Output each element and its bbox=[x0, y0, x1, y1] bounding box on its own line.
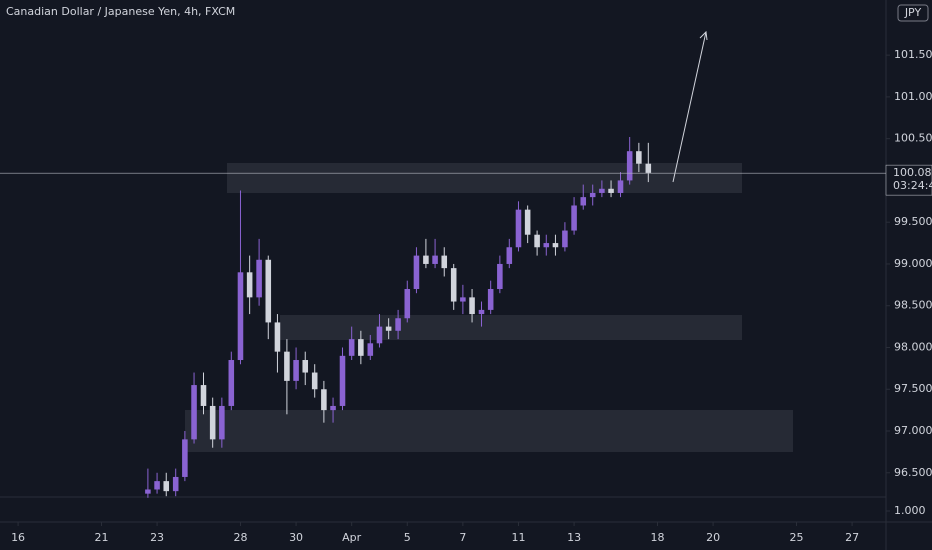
y-tick-label: 97.500 bbox=[894, 382, 932, 395]
candle-body bbox=[385, 326, 392, 331]
candle-body bbox=[599, 188, 605, 193]
zone bbox=[185, 410, 793, 452]
y-tick-label: 100.500 bbox=[894, 132, 932, 145]
y-tick-label: 101.500 bbox=[894, 48, 932, 61]
arrow-head bbox=[699, 30, 708, 41]
candle-body bbox=[182, 439, 188, 477]
x-tick-label: 27 bbox=[845, 531, 859, 544]
x-tick-label: 16 bbox=[11, 531, 25, 544]
candle-body bbox=[589, 192, 596, 198]
currency-badge bbox=[897, 4, 929, 22]
candle-body bbox=[562, 230, 568, 248]
candle-body bbox=[487, 289, 494, 310]
candle-body bbox=[228, 360, 235, 406]
candle-body bbox=[460, 297, 466, 302]
candle-body bbox=[321, 389, 327, 411]
candle-body bbox=[154, 481, 160, 490]
y-tick-label: 98.000 bbox=[894, 340, 932, 353]
candle-body bbox=[552, 243, 559, 248]
candle-body bbox=[497, 263, 503, 290]
x-tick-label: 20 bbox=[706, 531, 720, 544]
candle-body bbox=[450, 268, 457, 302]
candle-body bbox=[626, 151, 633, 181]
currency: JPY bbox=[904, 6, 922, 19]
candle-body bbox=[515, 209, 522, 248]
candle-body bbox=[571, 205, 577, 231]
candle-body bbox=[191, 385, 197, 440]
y-tick-label: 97.000 bbox=[894, 424, 932, 437]
x-tick-label: 28 bbox=[233, 531, 247, 544]
candle-body bbox=[172, 476, 179, 492]
candle-body bbox=[432, 255, 438, 264]
candle-body bbox=[413, 255, 420, 290]
candle-body bbox=[200, 385, 207, 406]
countdown: 03:24:49 bbox=[893, 179, 932, 192]
candle-body bbox=[219, 405, 225, 440]
candle-body bbox=[293, 360, 299, 381]
y-tick-label: 101.000 bbox=[894, 90, 932, 103]
x-tick-label: 18 bbox=[650, 531, 664, 544]
x-tick-label: 5 bbox=[404, 531, 411, 544]
lower-pane-tick-label: 1.000 bbox=[894, 504, 926, 517]
candle-body bbox=[145, 489, 151, 494]
candle-body bbox=[469, 297, 475, 315]
candle-body bbox=[580, 197, 587, 206]
x-tick-label: 23 bbox=[150, 531, 164, 544]
candle-body bbox=[534, 234, 540, 248]
candle-body bbox=[543, 243, 550, 248]
candle-body bbox=[358, 339, 364, 356]
y-tick-label: 98.500 bbox=[894, 299, 932, 312]
candle-body bbox=[237, 272, 244, 361]
candle-body bbox=[330, 405, 336, 411]
chart-title: Canadian Dollar / Japanese Yen, 4h, FXCM bbox=[6, 5, 235, 18]
y-tick-label: 99.500 bbox=[894, 215, 932, 228]
candle-body bbox=[376, 326, 383, 344]
candle-body bbox=[423, 255, 429, 264]
candle-body bbox=[274, 322, 281, 352]
candle-body bbox=[608, 188, 614, 193]
x-tick-label: 7 bbox=[459, 531, 466, 544]
candle-body bbox=[404, 289, 411, 319]
zone bbox=[227, 163, 742, 193]
x-tick-label: 13 bbox=[567, 531, 581, 544]
candle-body bbox=[636, 151, 642, 164]
x-tick-label: 30 bbox=[289, 531, 303, 544]
x-tick-label: 21 bbox=[94, 531, 108, 544]
candle-body bbox=[348, 339, 355, 356]
candle-body bbox=[311, 372, 318, 390]
candle-body bbox=[265, 259, 272, 323]
x-tick-label: 11 bbox=[511, 531, 525, 544]
candle-body bbox=[209, 405, 216, 440]
candle-body bbox=[302, 360, 309, 373]
candle-body bbox=[524, 209, 531, 235]
candle-body bbox=[246, 272, 253, 298]
candle-body bbox=[284, 351, 290, 381]
arrow bbox=[672, 31, 707, 183]
candle-body bbox=[506, 247, 513, 264]
candle-body bbox=[478, 309, 485, 315]
candle-body bbox=[617, 180, 624, 193]
candle-body bbox=[441, 255, 448, 269]
x-tick-label: 25 bbox=[789, 531, 803, 544]
candle-body bbox=[339, 355, 346, 406]
candle-body bbox=[256, 259, 262, 298]
candle-body bbox=[163, 481, 170, 492]
candle-body bbox=[367, 343, 374, 356]
candle-body bbox=[395, 318, 401, 331]
x-tick-label: Apr bbox=[342, 531, 362, 544]
candle-body bbox=[645, 163, 652, 173]
zone bbox=[280, 315, 742, 340]
y-tick-label: 96.500 bbox=[894, 466, 932, 479]
last-price-label: 100.087 bbox=[893, 166, 932, 179]
y-tick-label: 99.000 bbox=[894, 257, 932, 270]
last-price-badge bbox=[885, 164, 932, 196]
